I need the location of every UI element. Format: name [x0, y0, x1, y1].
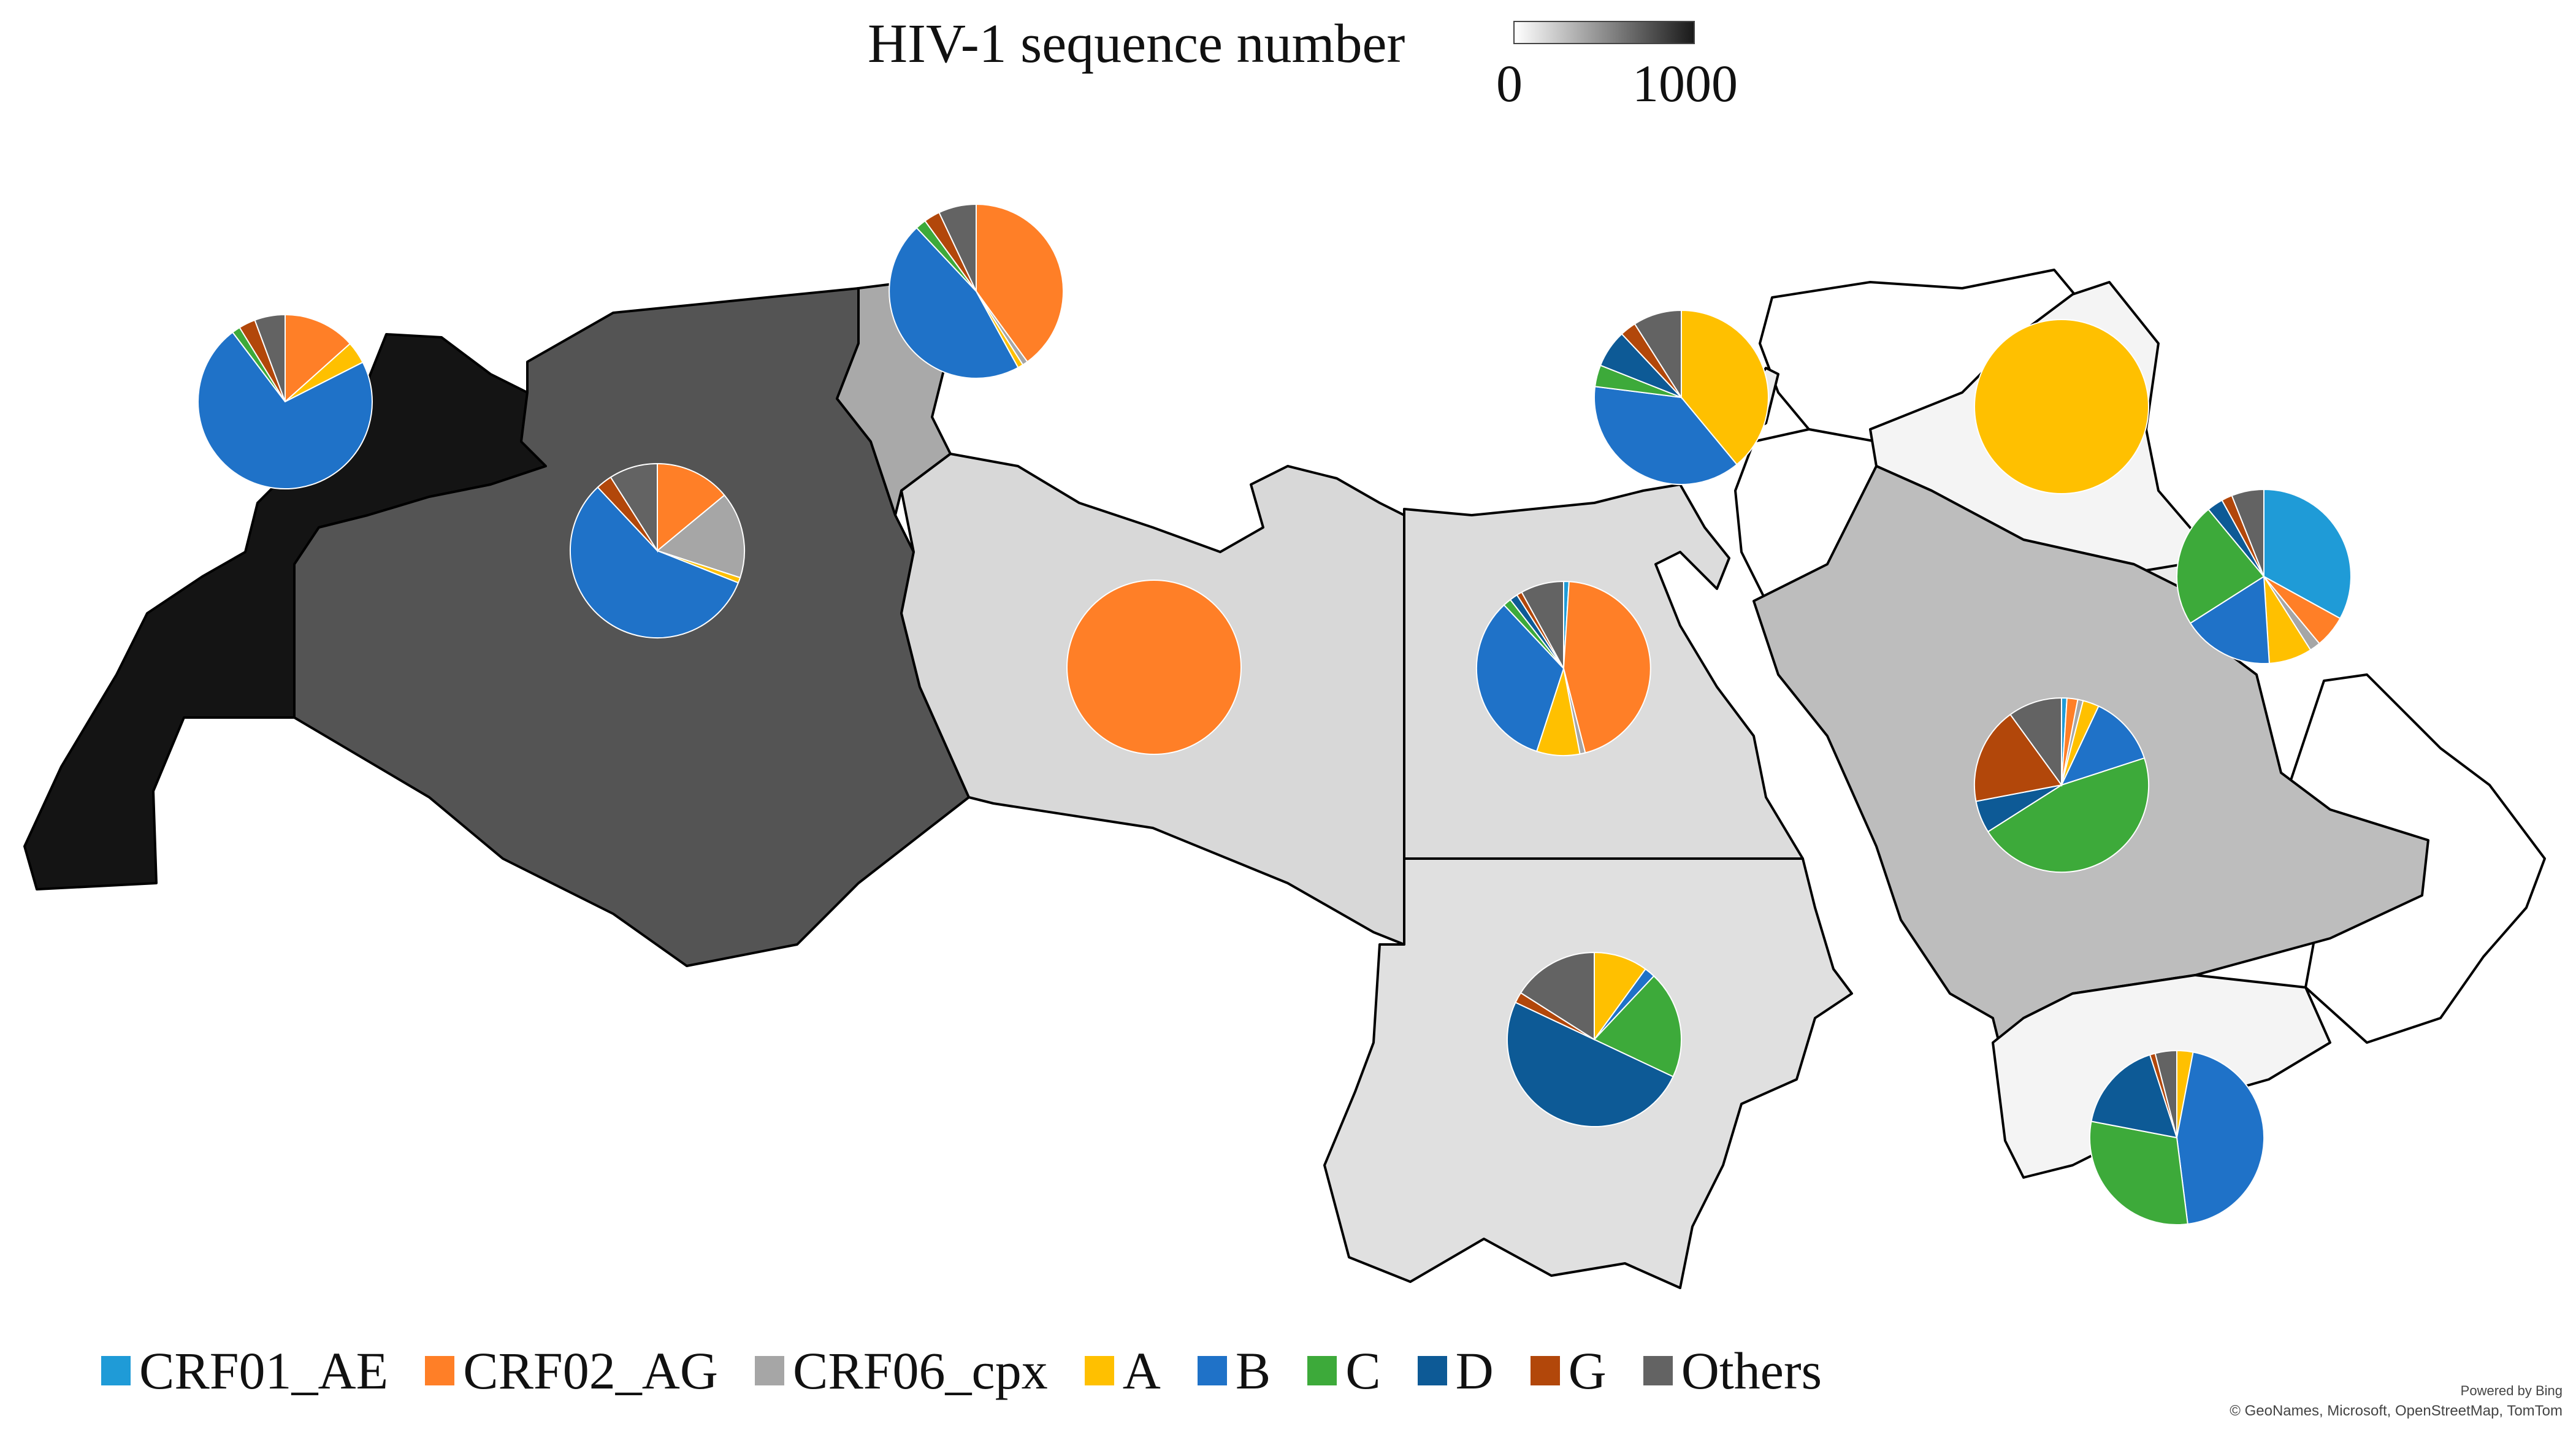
legend-item-others: Others — [1643, 1340, 1822, 1401]
pie-slice-sudan-d — [1507, 1001, 1674, 1128]
pie-slice-libya-crf02-ag — [1066, 580, 1242, 755]
legend-item-c: C — [1307, 1340, 1381, 1401]
legend-item-crf01-ae: CRF01_AE — [101, 1340, 388, 1401]
legend-swatch — [754, 1356, 784, 1385]
pie-slice-yemen-b — [2176, 1051, 2265, 1225]
pie-sudan — [1507, 951, 1682, 1128]
pie-saudi-arabia — [1973, 697, 2150, 873]
pie-slice-morocco-others — [254, 313, 286, 402]
legend-swatch — [1643, 1356, 1673, 1385]
legend-label: CRF01_AE — [139, 1341, 389, 1400]
pie-kuwait — [2176, 488, 2352, 664]
pie-slice-kuwait-others — [2231, 488, 2265, 577]
scale-max-label: 1000 — [1632, 54, 1738, 113]
pie-slice-algeria-b — [569, 486, 740, 639]
attribution-powered-by: Powered by Bing — [2460, 1383, 2563, 1398]
pie-slice-algeria-others — [610, 462, 658, 553]
pie-slice-algeria-crf06-cpx — [655, 494, 746, 579]
legend-item-crf02-ag: CRF02_AG — [425, 1340, 718, 1401]
legend-label: B — [1235, 1341, 1271, 1400]
pie-algeria — [569, 462, 746, 639]
pie-yemen — [2089, 1049, 2265, 1226]
pie-slice-saudi-arabia-others — [2009, 697, 2062, 787]
legend-swatch — [1417, 1356, 1447, 1385]
pie-slice-egypt-others — [1521, 580, 1564, 669]
pie-slice-tunisia-others — [938, 203, 977, 292]
pie-slice-yemen-d — [2090, 1054, 2178, 1139]
legend-swatch — [1084, 1356, 1114, 1385]
pie-slice-lebanon-b — [1593, 386, 1738, 485]
pie-slice-morocco-crf02-ag — [285, 313, 351, 404]
pie-iraq — [1974, 319, 2149, 494]
legend-swatch — [1307, 1356, 1337, 1385]
legend-label: G — [1568, 1341, 1607, 1400]
pie-slice-sudan-c — [1593, 975, 1682, 1078]
legend-swatch — [1197, 1356, 1227, 1385]
pie-slice-kuwait-c — [2176, 508, 2265, 624]
legend-item-b: B — [1197, 1340, 1271, 1401]
pie-lebanon — [1593, 309, 1769, 485]
pie-slice-yemen-others — [2154, 1049, 2177, 1138]
pie-slice-morocco-b — [197, 331, 373, 489]
legend-label: CRF06_cpx — [792, 1341, 1048, 1400]
legend-label: Others — [1681, 1341, 1822, 1400]
legend-swatch — [425, 1356, 455, 1385]
pie-slice-kuwait-b — [2189, 575, 2270, 664]
pie-slice-iraq-a — [1974, 319, 2149, 494]
pie-slice-saudi-arabia-c — [1987, 757, 2150, 873]
scale-min-label: 0 — [1496, 54, 1523, 113]
legend-item-d: D — [1417, 1340, 1494, 1401]
pie-slice-egypt-crf02-ag — [1562, 581, 1651, 754]
pie-morocco — [197, 313, 373, 489]
pie-slice-saudi-arabia-b — [2060, 705, 2146, 786]
legend-label: A — [1122, 1341, 1161, 1400]
legend-item-crf06-cpx: CRF06_cpx — [754, 1340, 1048, 1401]
pie-slice-tunisia-crf02-ag — [976, 203, 1064, 363]
sequence-number-color-scale — [1513, 21, 1695, 44]
pie-slice-sudan-a — [1594, 951, 1646, 1042]
pie-slice-lebanon-a — [1681, 309, 1769, 465]
pie-slice-kuwait-crf01-ae — [2263, 488, 2352, 619]
legend-item-a: A — [1084, 1340, 1161, 1401]
map-title: HIV-1 sequence number — [868, 13, 1405, 74]
pie-slice-lebanon-others — [1634, 309, 1682, 400]
subtype-legend: CRF01_AE CRF02_AG CRF06_cpx A B C D G Ot… — [101, 1340, 1859, 1401]
legend-label: D — [1455, 1341, 1494, 1400]
legend-swatch — [1530, 1356, 1560, 1385]
pie-egypt — [1475, 580, 1651, 757]
pie-libya — [1066, 580, 1242, 755]
pie-tunisia — [889, 203, 1064, 379]
legend-label: CRF02_AG — [463, 1341, 718, 1400]
legend-label: C — [1345, 1341, 1381, 1400]
legend-item-g: G — [1530, 1340, 1607, 1401]
legend-swatch — [101, 1356, 131, 1385]
pie-slice-tunisia-b — [889, 227, 1019, 379]
map-attribution: Powered by Bing © GeoNames, Microsoft, O… — [2230, 1383, 2563, 1420]
pie-slice-sudan-others — [1519, 951, 1595, 1041]
pie-slice-saudi-arabia-g — [1973, 713, 2063, 802]
pie-slice-egypt-b — [1475, 604, 1565, 753]
attribution-sources: © GeoNames, Microsoft, OpenStreetMap, To… — [2230, 1403, 2563, 1419]
pie-slice-yemen-c — [2089, 1120, 2188, 1226]
pie-slice-algeria-crf02-ag — [657, 462, 725, 553]
